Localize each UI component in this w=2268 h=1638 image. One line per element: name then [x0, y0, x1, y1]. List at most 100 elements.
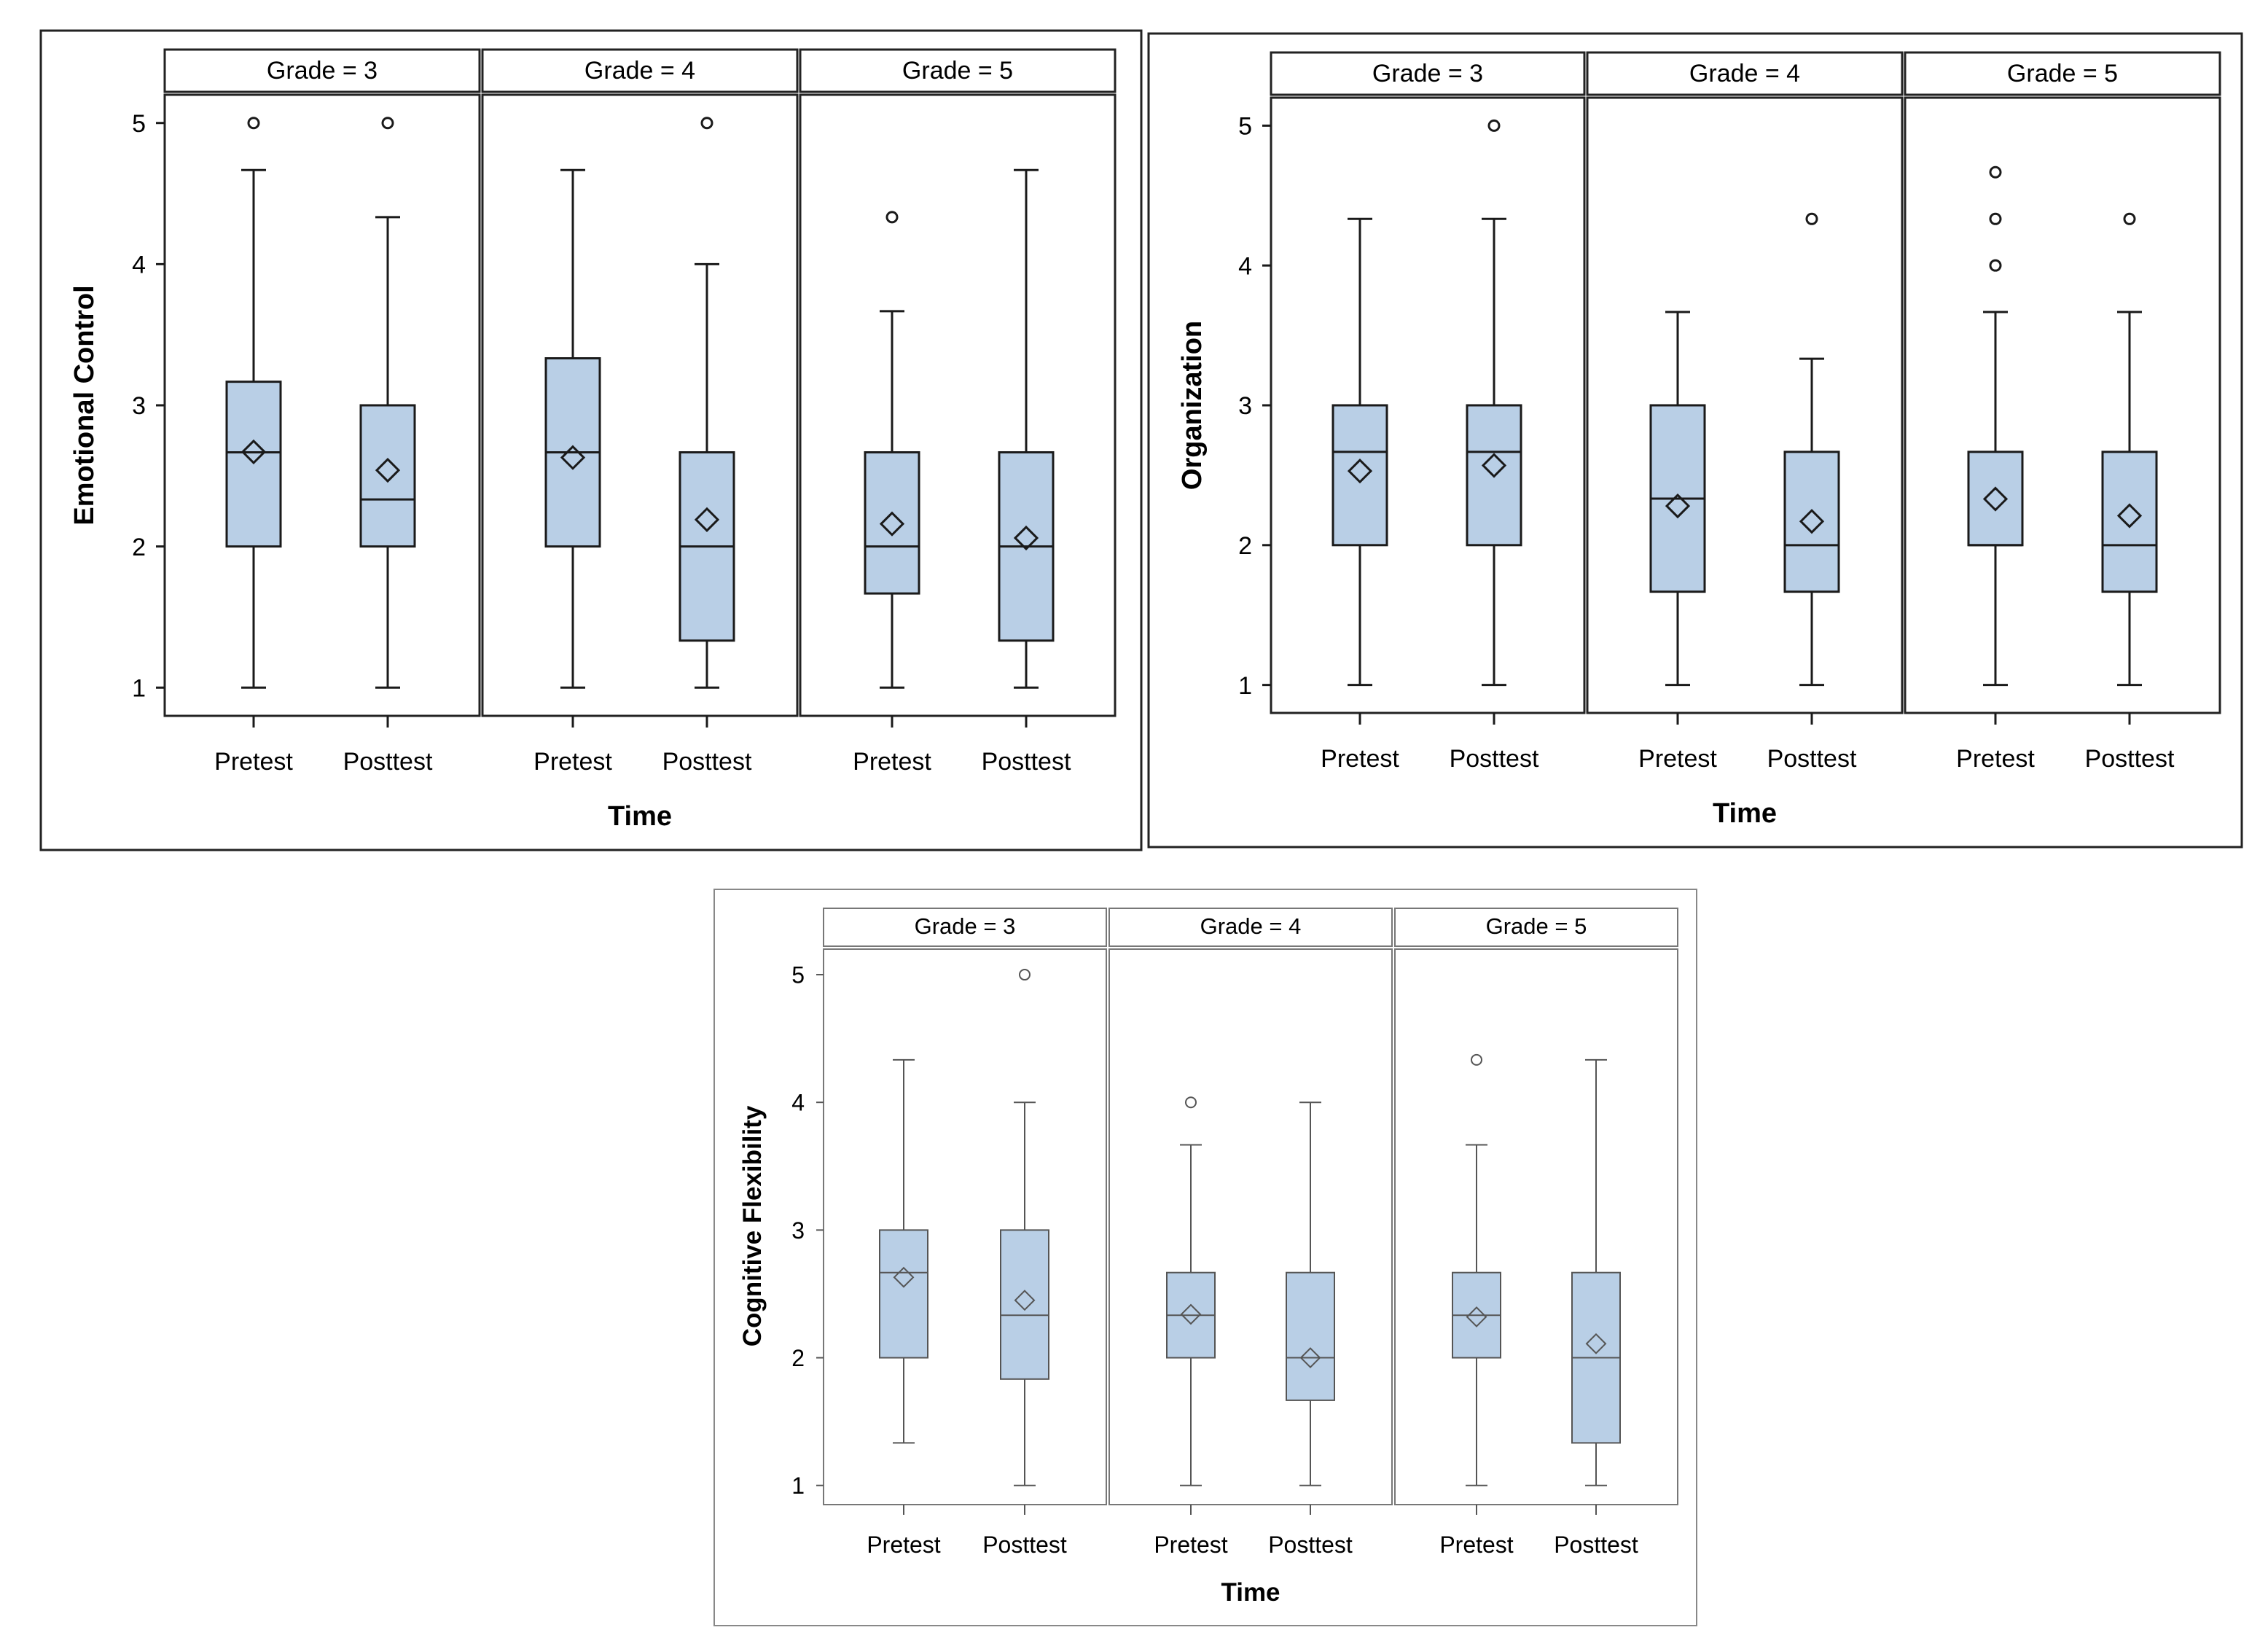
panel-grade-4: Grade = 4 Pretest Posttest — [1586, 51, 1904, 773]
x-tick-label: Posttest — [982, 748, 1071, 776]
panel-grade-5: Grade = 5 Pretest Posttest — [799, 48, 1117, 776]
iqr-box — [1783, 451, 1840, 593]
outlier-point — [1989, 212, 2002, 225]
facet-strip — [481, 48, 799, 93]
facet-label: Grade = 3 — [915, 913, 1016, 939]
panel-frame — [1394, 948, 1678, 1505]
mean-marker — [2116, 503, 2143, 529]
y-tick-label: 1 — [1238, 672, 1252, 700]
outlier-point — [1471, 1053, 1482, 1066]
mean-marker — [1013, 525, 1039, 551]
outlier-point — [1989, 165, 2002, 179]
chart-cognitive-flexibility: Grade = 3 Pretest Posttest Grade = 4 Pre… — [713, 889, 1697, 1626]
x-tick-label: Posttest — [343, 748, 433, 776]
boxplot-marks: 1 2 3 4 5 — [132, 110, 1055, 728]
y-tick-label: 2 — [132, 534, 146, 561]
facet-label: Grade = 3 — [267, 57, 378, 85]
facet-label: Grade = 4 — [1200, 913, 1302, 939]
chart-emotional-control: Grade = 3 Pretest Posttest Grade = 4 Pre… — [39, 29, 1143, 851]
outlier-point — [247, 117, 260, 130]
facet-strip — [163, 48, 481, 93]
mean-marker — [1665, 493, 1691, 519]
facet-label: Grade = 5 — [1486, 913, 1587, 939]
panel-grade-5: Grade = 5 Pretest Posttest — [1904, 51, 2221, 773]
y-tick-label: 4 — [791, 1090, 805, 1116]
x-axis-title: Time — [1713, 798, 1777, 829]
x-tick-label: Posttest — [1554, 1532, 1638, 1558]
mean-marker — [879, 511, 905, 537]
x-tick-label: Posttest — [1268, 1532, 1353, 1558]
mean-marker — [241, 439, 267, 465]
outlier-point — [1019, 969, 1031, 981]
mean-marker — [1014, 1290, 1036, 1311]
x-tick-label: Pretest — [1321, 745, 1399, 773]
x-tick-label: Pretest — [1638, 745, 1717, 773]
outlier-point — [1805, 212, 1818, 225]
x-tick-label: Pretest — [214, 748, 293, 776]
mean-marker — [560, 445, 586, 470]
y-tick-label: 1 — [791, 1473, 805, 1499]
boxplot-marks: 1 2 3 4 5 — [1238, 113, 2158, 725]
iqr-box — [1332, 404, 1388, 547]
y-tick-label: 2 — [791, 1345, 805, 1371]
y-tick-label: 3 — [791, 1217, 805, 1244]
outlier-point — [381, 117, 394, 130]
x-tick-label: Posttest — [662, 748, 752, 776]
y-tick-label: 3 — [132, 392, 146, 420]
iqr-box — [864, 451, 920, 595]
outlier-point — [2123, 212, 2136, 225]
outlier-point — [1487, 119, 1501, 132]
y-axis-title: Cognitive Flexibility — [738, 1105, 767, 1346]
mean-marker — [1347, 459, 1373, 484]
outlier-point — [1185, 1096, 1197, 1109]
x-tick-label: Posttest — [1450, 745, 1539, 773]
facet-strip — [1108, 908, 1393, 947]
iqr-box — [1000, 1229, 1049, 1380]
mean-marker — [893, 1266, 915, 1288]
outlier-point — [700, 117, 713, 130]
mean-marker — [375, 457, 401, 483]
panel-frame — [1108, 948, 1393, 1505]
mean-marker — [1180, 1303, 1202, 1325]
mean-marker — [1466, 1306, 1487, 1327]
facet-strip — [1586, 51, 1904, 96]
panel-grade-3: Grade = 3 Pretest Posttest — [163, 48, 481, 776]
mean-marker — [1982, 486, 2009, 512]
iqr-box — [359, 404, 416, 548]
iqr-box — [1286, 1271, 1335, 1401]
x-tick-label: Pretest — [867, 1532, 940, 1558]
panel-grade-4: Grade = 4 Pretest Posttest — [481, 48, 799, 776]
outlier-point — [1989, 259, 2002, 272]
panel-frame — [481, 93, 799, 717]
x-tick-label: Posttest — [2085, 745, 2175, 773]
y-tick-label: 5 — [132, 110, 146, 138]
panel-grade-4: Grade = 4 Pretest Posttest — [1108, 908, 1393, 1558]
facet-label: Grade = 4 — [1689, 60, 1800, 87]
x-axis-title: Time — [608, 801, 672, 832]
x-tick-label: Pretest — [1154, 1532, 1227, 1558]
x-tick-label: Pretest — [1956, 745, 2035, 773]
x-tick-label: Posttest — [982, 1532, 1067, 1558]
boxplot-marks: 1 2 3 4 5 — [791, 962, 1621, 1515]
facet-strip — [823, 908, 1107, 947]
y-tick-label: 3 — [1238, 392, 1252, 420]
panel-grade-5: Grade = 5 Pretest Posttest — [1394, 908, 1678, 1558]
mean-marker — [1799, 509, 1825, 534]
panel-frame — [823, 948, 1107, 1505]
y-axis-title: Organization — [1177, 321, 1208, 490]
y-tick-label: 1 — [132, 675, 146, 703]
mean-marker — [1481, 453, 1507, 478]
x-tick-label: Pretest — [853, 748, 931, 776]
panel-frame — [1270, 96, 1586, 714]
x-tick-label: Posttest — [1767, 745, 1857, 773]
y-tick-label: 2 — [1238, 532, 1252, 560]
panel-frame — [1904, 96, 2221, 714]
facet-label: Grade = 5 — [2007, 60, 2118, 87]
panel-frame — [1586, 96, 1904, 714]
mean-marker — [1585, 1333, 1607, 1354]
iqr-box — [2101, 451, 2158, 593]
x-tick-label: Pretest — [1439, 1532, 1513, 1558]
y-axis-title: Emotional Control — [69, 285, 100, 525]
panel-frame — [799, 93, 1117, 717]
